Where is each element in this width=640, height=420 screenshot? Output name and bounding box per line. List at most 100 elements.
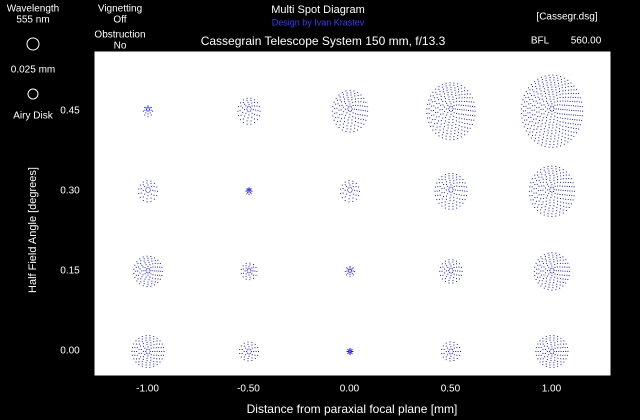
spot-dot [448,279,450,281]
spot-dot [531,186,533,188]
spot-dot [450,184,452,186]
spot-dot [450,89,452,91]
spot-dot [247,358,249,359]
spot-dot [352,112,354,114]
spot-dot [559,257,561,258]
spot-dot [149,112,151,114]
spot-dot [547,129,549,131]
spot-dot [550,135,552,137]
spot-dot [453,347,455,349]
spot-dot [448,261,450,263]
spot-dot [442,100,444,102]
spot-dot [455,100,457,102]
spot-dot [538,140,540,142]
spot-dot [143,345,144,347]
spot-dot [562,198,564,200]
spot-dot [552,284,554,286]
spot-dot [570,82,572,84]
spot-dot [529,99,531,100]
spot-dot [570,131,572,133]
spot-dot [540,198,542,200]
spot-dot [540,354,542,356]
spot-dot [557,360,559,362]
spot-dot [159,343,160,345]
spot-dot [532,114,534,116]
spot-dot [449,200,451,202]
spot-dot [538,200,540,202]
spot-dot [543,113,545,115]
spot-dot [542,352,544,354]
spot-dot [240,272,242,274]
spot-dot [450,103,452,105]
spot-dot [353,108,355,110]
spot-dot [562,256,564,258]
spot-dot [527,107,529,109]
spot-dot [567,86,569,88]
spot-dot [539,102,541,104]
spot-dot [257,347,259,349]
spot-dot [251,347,253,349]
spot-dot [452,349,454,351]
spot-dot [351,348,353,350]
spot-dot [547,289,549,291]
spot-dot [240,268,242,270]
spot-dot [250,120,252,122]
spot-dot [541,142,543,144]
spot-dot [458,128,460,130]
spot-dot [559,88,560,90]
spot-dot [145,264,147,266]
spot-dot [557,341,559,343]
spot-dot [564,262,566,264]
spot-dot [138,358,140,360]
spot-dot [550,138,552,140]
spot-dot [150,180,152,182]
spot-dot [141,264,143,266]
spot-dot [541,98,543,100]
spot-dot [147,186,149,188]
spot-dot [247,271,249,273]
spot-dot [439,194,441,196]
spot-dot [542,136,544,138]
spot-dot [563,340,565,342]
spot-dot [445,342,447,344]
spot-dot [542,201,544,203]
spot-dot [537,264,539,266]
spot-dot [563,175,565,177]
spot-dot [523,110,524,112]
spot-dot [543,131,545,133]
spot-dot [528,87,530,89]
spot-dot [138,340,140,342]
spot-dot [137,278,139,280]
y-tick-label: 0.30 [60,185,80,196]
spot-dot [557,338,559,340]
spot-dot [250,349,252,351]
spot-dot [134,264,136,266]
spot-dot [453,82,455,84]
spot-dot [541,266,543,268]
spot-dot [150,114,152,116]
spot-dot [438,135,440,137]
spot-dot [564,104,565,106]
spot-dot [570,199,572,201]
spot-dot [439,129,441,131]
spot-dot [154,190,156,192]
spot-dot [541,81,543,83]
spot-dot [338,109,340,111]
spot-dot [538,176,540,178]
spot-dot [448,205,450,207]
spot-dot [154,281,156,283]
spot-dot [559,172,561,174]
spot-dot [149,352,151,354]
spot-dot [142,184,144,186]
spot-dot [535,188,537,190]
spot-dot [163,354,164,356]
spot-dot [557,274,558,276]
spot-dot [430,99,432,101]
spot-dot [469,114,471,116]
wavelength-label: Wavelength [7,4,59,15]
spot-dot [146,360,148,362]
spot-dot [435,112,437,113]
spot-dot [570,96,572,98]
spot-dot [452,259,454,261]
spot-dot [527,96,529,98]
